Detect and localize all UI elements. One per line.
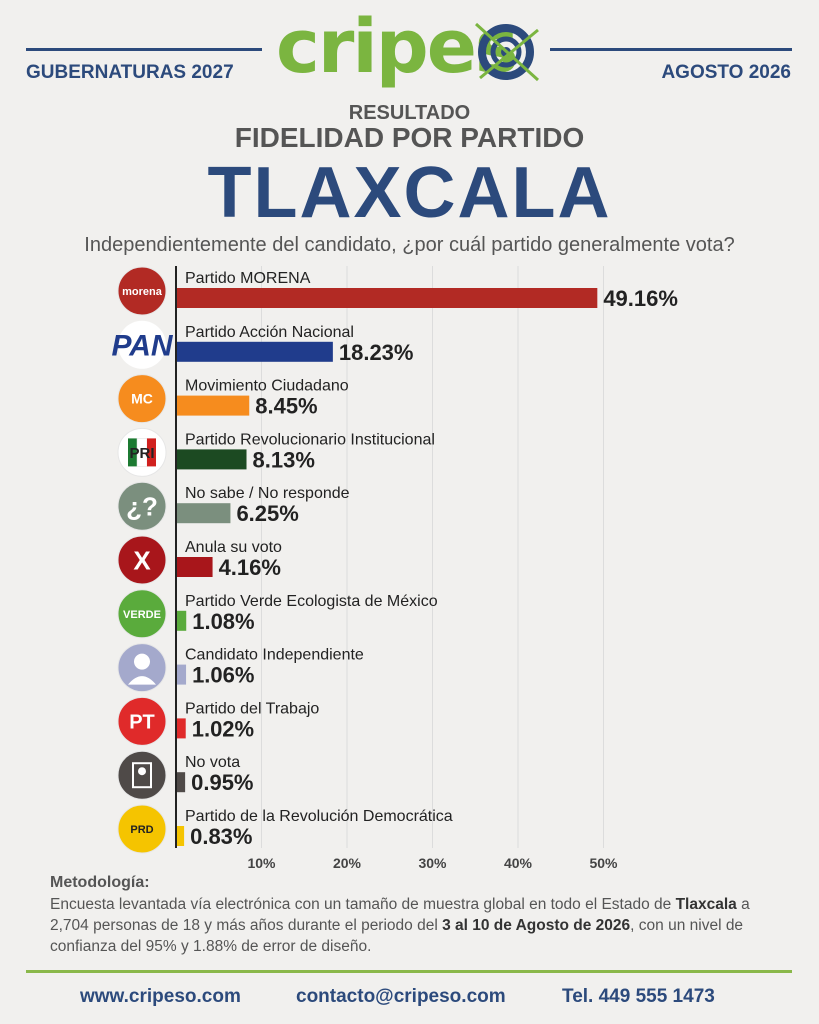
methodology-part3: , con un nivel de confianza del 95% y 1.… bbox=[50, 917, 744, 955]
icon-text: PRI bbox=[129, 445, 154, 462]
category-label: Anula su voto bbox=[185, 539, 282, 556]
pri-logo: PRI bbox=[117, 427, 167, 477]
logo-text-cripes: cripes bbox=[276, 4, 519, 90]
morena-logo: morena bbox=[117, 266, 167, 316]
target-icon: o bbox=[474, 22, 540, 82]
value-label: 18.23% bbox=[339, 340, 414, 365]
footer-website[interactable]: www.cripeso.com bbox=[80, 986, 241, 1007]
value-label: 49.16% bbox=[603, 286, 678, 311]
x-tick-label: 10% bbox=[247, 855, 276, 871]
bar bbox=[177, 610, 187, 631]
methodology-title: Metodología: bbox=[50, 874, 150, 891]
category-label: Partido Revolucionario Institucional bbox=[185, 431, 435, 448]
value-label: 0.95% bbox=[191, 770, 253, 795]
icon-text: PRD bbox=[130, 824, 153, 836]
bar bbox=[177, 341, 333, 362]
bar bbox=[177, 772, 186, 793]
title-fidelidad: FIDELIDAD POR PARTIDO bbox=[234, 122, 585, 153]
mc-logo: MC bbox=[117, 374, 167, 424]
category-label: Movimiento Ciudadano bbox=[185, 378, 349, 395]
survey-question: Independientemente del candidato, ¿por c… bbox=[84, 234, 735, 256]
header-date: AGOSTO 2026 bbox=[661, 62, 791, 83]
x-tick-label: 30% bbox=[418, 855, 447, 871]
value-label: 6.25% bbox=[236, 501, 298, 526]
category-label: No sabe / No responde bbox=[185, 485, 350, 502]
bar bbox=[177, 395, 250, 416]
bar bbox=[177, 288, 598, 308]
methodology-period: 3 al 10 de Agosto de 2026 bbox=[442, 917, 631, 934]
value-label: 1.02% bbox=[192, 716, 254, 741]
value-label: 8.45% bbox=[255, 394, 317, 419]
footer-email[interactable]: contacto@cripeso.com bbox=[296, 986, 506, 1007]
pt-logo: PT bbox=[117, 696, 167, 746]
icon-text: morena bbox=[122, 286, 163, 298]
no-vote-icon bbox=[117, 750, 167, 800]
bar bbox=[177, 826, 185, 846]
category-label: No vota bbox=[185, 754, 240, 771]
category-label: Partido Acción Nacional bbox=[185, 324, 354, 341]
header-rule-left bbox=[26, 48, 262, 51]
category-label: Partido del Trabajo bbox=[185, 700, 319, 717]
person-icon bbox=[117, 643, 167, 693]
category-label: Partido de la Revolución Democrática bbox=[185, 808, 453, 825]
prd-logo: PRD bbox=[117, 804, 167, 854]
value-label: 4.16% bbox=[219, 555, 281, 580]
category-label: Partido Verde Ecologista de México bbox=[185, 593, 438, 610]
header-rule-right bbox=[550, 48, 792, 51]
value-label: 1.06% bbox=[192, 663, 254, 688]
x-icon: X bbox=[117, 535, 167, 585]
icon-text: MC bbox=[131, 391, 153, 407]
header-election: GUBERNATURAS 2027 bbox=[26, 62, 234, 83]
icon-text: PT bbox=[129, 712, 155, 734]
title-state: TLAXCALA bbox=[207, 153, 612, 233]
category-label: Partido MORENA bbox=[185, 270, 311, 287]
bar bbox=[177, 449, 247, 470]
methodology-part1: Encuesta levantada vía electrónica con u… bbox=[50, 896, 676, 913]
methodology-part2: a 2,704 personas de 18 y más años durant… bbox=[50, 896, 750, 934]
bar bbox=[177, 557, 213, 577]
bar bbox=[177, 503, 231, 524]
methodology-state: Tlaxcala bbox=[675, 896, 737, 913]
x-tick-label: 50% bbox=[589, 855, 618, 871]
cripeso-logo: cripes o bbox=[272, 4, 552, 90]
footer-phone: Tel. 449 555 1473 bbox=[562, 986, 715, 1007]
x-tick-label: 20% bbox=[333, 855, 362, 871]
category-label: Candidato Independiente bbox=[185, 647, 364, 664]
footer-rule bbox=[26, 970, 792, 973]
pan-logo: PAN bbox=[111, 320, 174, 369]
value-label: 0.83% bbox=[190, 824, 252, 849]
verde-logo: VERDE bbox=[117, 589, 167, 639]
question-icon: ¿? bbox=[117, 481, 167, 531]
title-resultado: RESULTADO bbox=[348, 102, 471, 124]
bar bbox=[177, 664, 187, 685]
methodology-text: Encuesta levantada vía electrónica con u… bbox=[50, 894, 780, 957]
icon-text: VERDE bbox=[123, 609, 161, 621]
icon-text: PAN bbox=[111, 330, 173, 363]
bar-chart: 10% 20% 30% 40% 50% morena Partido MORENA 49.16… bbox=[111, 266, 678, 871]
value-label: 1.08% bbox=[192, 609, 254, 634]
bar bbox=[177, 718, 186, 739]
value-label: 8.13% bbox=[253, 447, 315, 472]
x-tick-label: 40% bbox=[504, 855, 533, 871]
icon-text: X bbox=[133, 545, 151, 575]
icon-text: ¿? bbox=[126, 492, 158, 522]
